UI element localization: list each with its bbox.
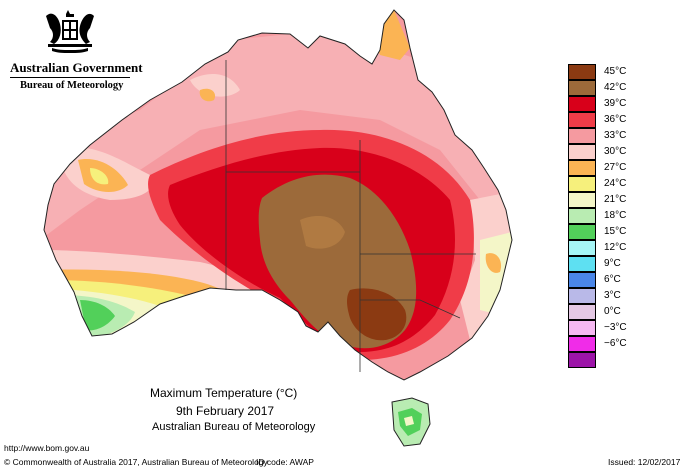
legend-swatch	[568, 112, 596, 128]
legend-swatch	[568, 288, 596, 304]
legend-label: 45°C	[604, 66, 627, 77]
legend-swatch	[568, 272, 596, 288]
legend-label: 36°C	[604, 114, 627, 125]
id-code: ID code: AWAP	[256, 457, 314, 467]
legend-label: 33°C	[604, 130, 627, 141]
legend-swatch	[568, 64, 596, 80]
legend-swatch	[568, 240, 596, 256]
legend-swatch	[568, 192, 596, 208]
legend-swatch	[568, 144, 596, 160]
legend-swatch	[568, 224, 596, 240]
legend-label: −6°C	[604, 338, 627, 349]
legend-swatch	[568, 352, 596, 368]
legend-swatch	[568, 176, 596, 192]
legend-label: 18°C	[604, 210, 627, 221]
coat-of-arms-icon	[46, 10, 94, 53]
legend-swatch	[568, 128, 596, 144]
copyright-text: © Commonwealth of Australia 2017, Austra…	[4, 457, 268, 467]
legend-label: 9°C	[604, 258, 621, 269]
legend-swatch	[568, 208, 596, 224]
legend-label: 0°C	[604, 306, 621, 317]
mainland-temperature-fill	[44, 10, 512, 380]
legend-swatch	[568, 96, 596, 112]
legend-label: 30°C	[604, 146, 627, 157]
issued-date: Issued: 12/02/2017	[608, 457, 680, 467]
legend-swatch	[568, 320, 596, 336]
australia-outline	[43, 9, 513, 381]
map-date: 9th February 2017	[176, 404, 275, 418]
legend-swatch	[568, 80, 596, 96]
state-borders	[225, 60, 476, 372]
coat-of-arms-logo	[8, 8, 138, 100]
legend-label: 21°C	[604, 194, 627, 205]
tasmania	[391, 397, 431, 447]
legend-swatch	[568, 304, 596, 320]
legend-label: 3°C	[604, 290, 621, 301]
legend-label: 39°C	[604, 98, 627, 109]
map-source: Australian Bureau of Meteorology	[152, 421, 316, 433]
legend-swatch	[568, 256, 596, 272]
bureau-label: Bureau of Meteorology	[20, 80, 124, 91]
legend-swatch	[568, 160, 596, 176]
legend-swatch	[568, 336, 596, 352]
legend-label: 6°C	[604, 274, 621, 285]
legend-label: −3°C	[604, 322, 627, 333]
website-link[interactable]: http://www.bom.gov.au	[4, 443, 90, 453]
legend-label: 27°C	[604, 162, 627, 173]
legend-label: 12°C	[604, 242, 627, 253]
legend-label: 24°C	[604, 178, 627, 189]
header-divider	[10, 77, 130, 78]
legend-label: 42°C	[604, 82, 627, 93]
government-label: Australian Government	[10, 60, 143, 75]
legend-label: 15°C	[604, 226, 627, 237]
map-title: Maximum Temperature (°C)	[150, 386, 298, 400]
